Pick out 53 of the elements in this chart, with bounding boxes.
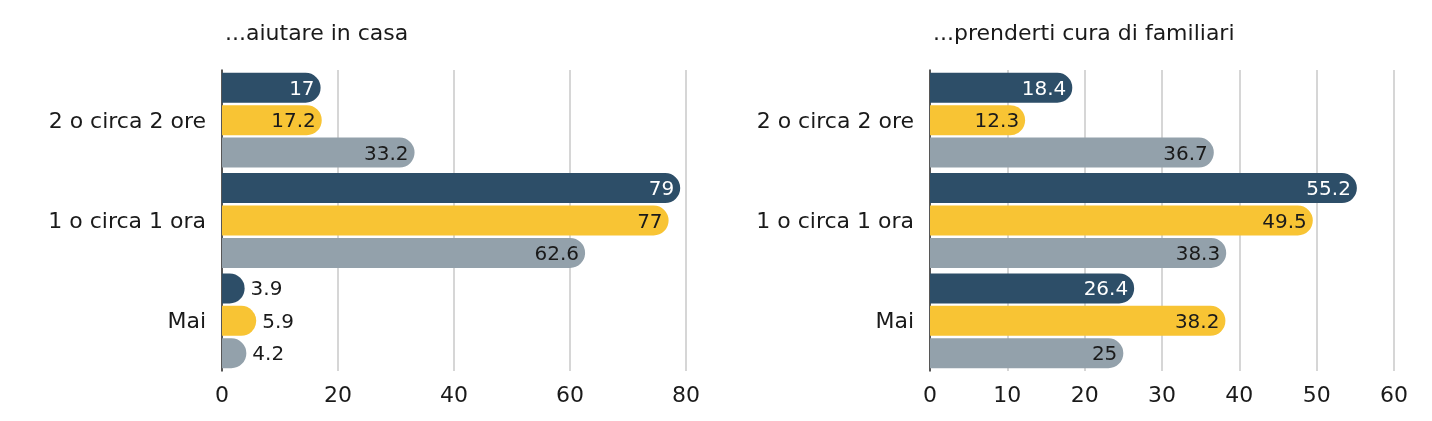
- data-label: 4.2: [252, 341, 285, 366]
- x-tick-label: 20: [324, 381, 352, 407]
- data-label: 25: [1091, 341, 1118, 366]
- data-label: 55.2: [1306, 176, 1351, 201]
- data-label: 17.2: [271, 108, 316, 133]
- bar: [222, 72, 321, 103]
- bar: [222, 137, 415, 168]
- bar: [930, 338, 1124, 369]
- y-tick-label: 2 o circa 2 ore: [756, 107, 914, 133]
- data-label: 12.3: [974, 108, 1020, 133]
- x-tick-label: 0: [215, 381, 229, 407]
- bar: [222, 105, 322, 136]
- x-tick-label: 40: [440, 381, 468, 407]
- x-tick-label: 40: [1225, 381, 1254, 407]
- bar: [222, 205, 669, 236]
- bar: [930, 173, 1357, 204]
- y-tick-label: Mai: [167, 308, 206, 334]
- data-label: 77: [637, 208, 663, 233]
- y-tick-label: 2 o circa 2 ore: [48, 107, 206, 133]
- data-label: 33.2: [364, 140, 409, 165]
- bar: [930, 105, 1026, 136]
- y-tick-label: 1 o circa 1 ora: [756, 208, 914, 233]
- bar: [930, 237, 1227, 268]
- data-label: 38.2: [1174, 308, 1220, 333]
- x-tick-label: 50: [1302, 381, 1331, 407]
- data-label: 18.4: [1021, 75, 1067, 100]
- bar: [930, 273, 1135, 304]
- data-label: 3.9: [250, 276, 283, 301]
- data-label: 49.5: [1262, 208, 1307, 233]
- x-tick-label: 20: [1070, 381, 1099, 407]
- y-tick-label: Mai: [875, 308, 914, 334]
- bar: [930, 137, 1214, 168]
- x-tick-label: 60: [556, 381, 584, 407]
- bar: [930, 205, 1313, 236]
- y-tick-label: 1 o circa 1 ora: [48, 208, 206, 233]
- x-tick-label: 30: [1148, 381, 1176, 407]
- bar: [930, 305, 1226, 336]
- x-tick-label: 10: [993, 381, 1022, 407]
- data-label: 38.3: [1175, 240, 1221, 265]
- bar: [222, 173, 681, 204]
- x-tick-label: 60: [1380, 381, 1408, 407]
- data-label: 17: [289, 75, 315, 100]
- chart-title: ...aiutare in casa: [225, 19, 409, 45]
- bar: [930, 72, 1073, 103]
- data-label: 5.9: [262, 308, 295, 333]
- data-label: 79: [648, 176, 675, 201]
- x-tick-label: 80: [672, 381, 700, 407]
- bar: [222, 237, 586, 268]
- chart-title: ...prenderti cura di familiari: [933, 19, 1235, 45]
- data-label: 26.4: [1083, 276, 1129, 301]
- x-tick-label: 0: [923, 381, 937, 407]
- data-label: 62.6: [534, 240, 580, 265]
- data-label: 36.7: [1163, 140, 1208, 165]
